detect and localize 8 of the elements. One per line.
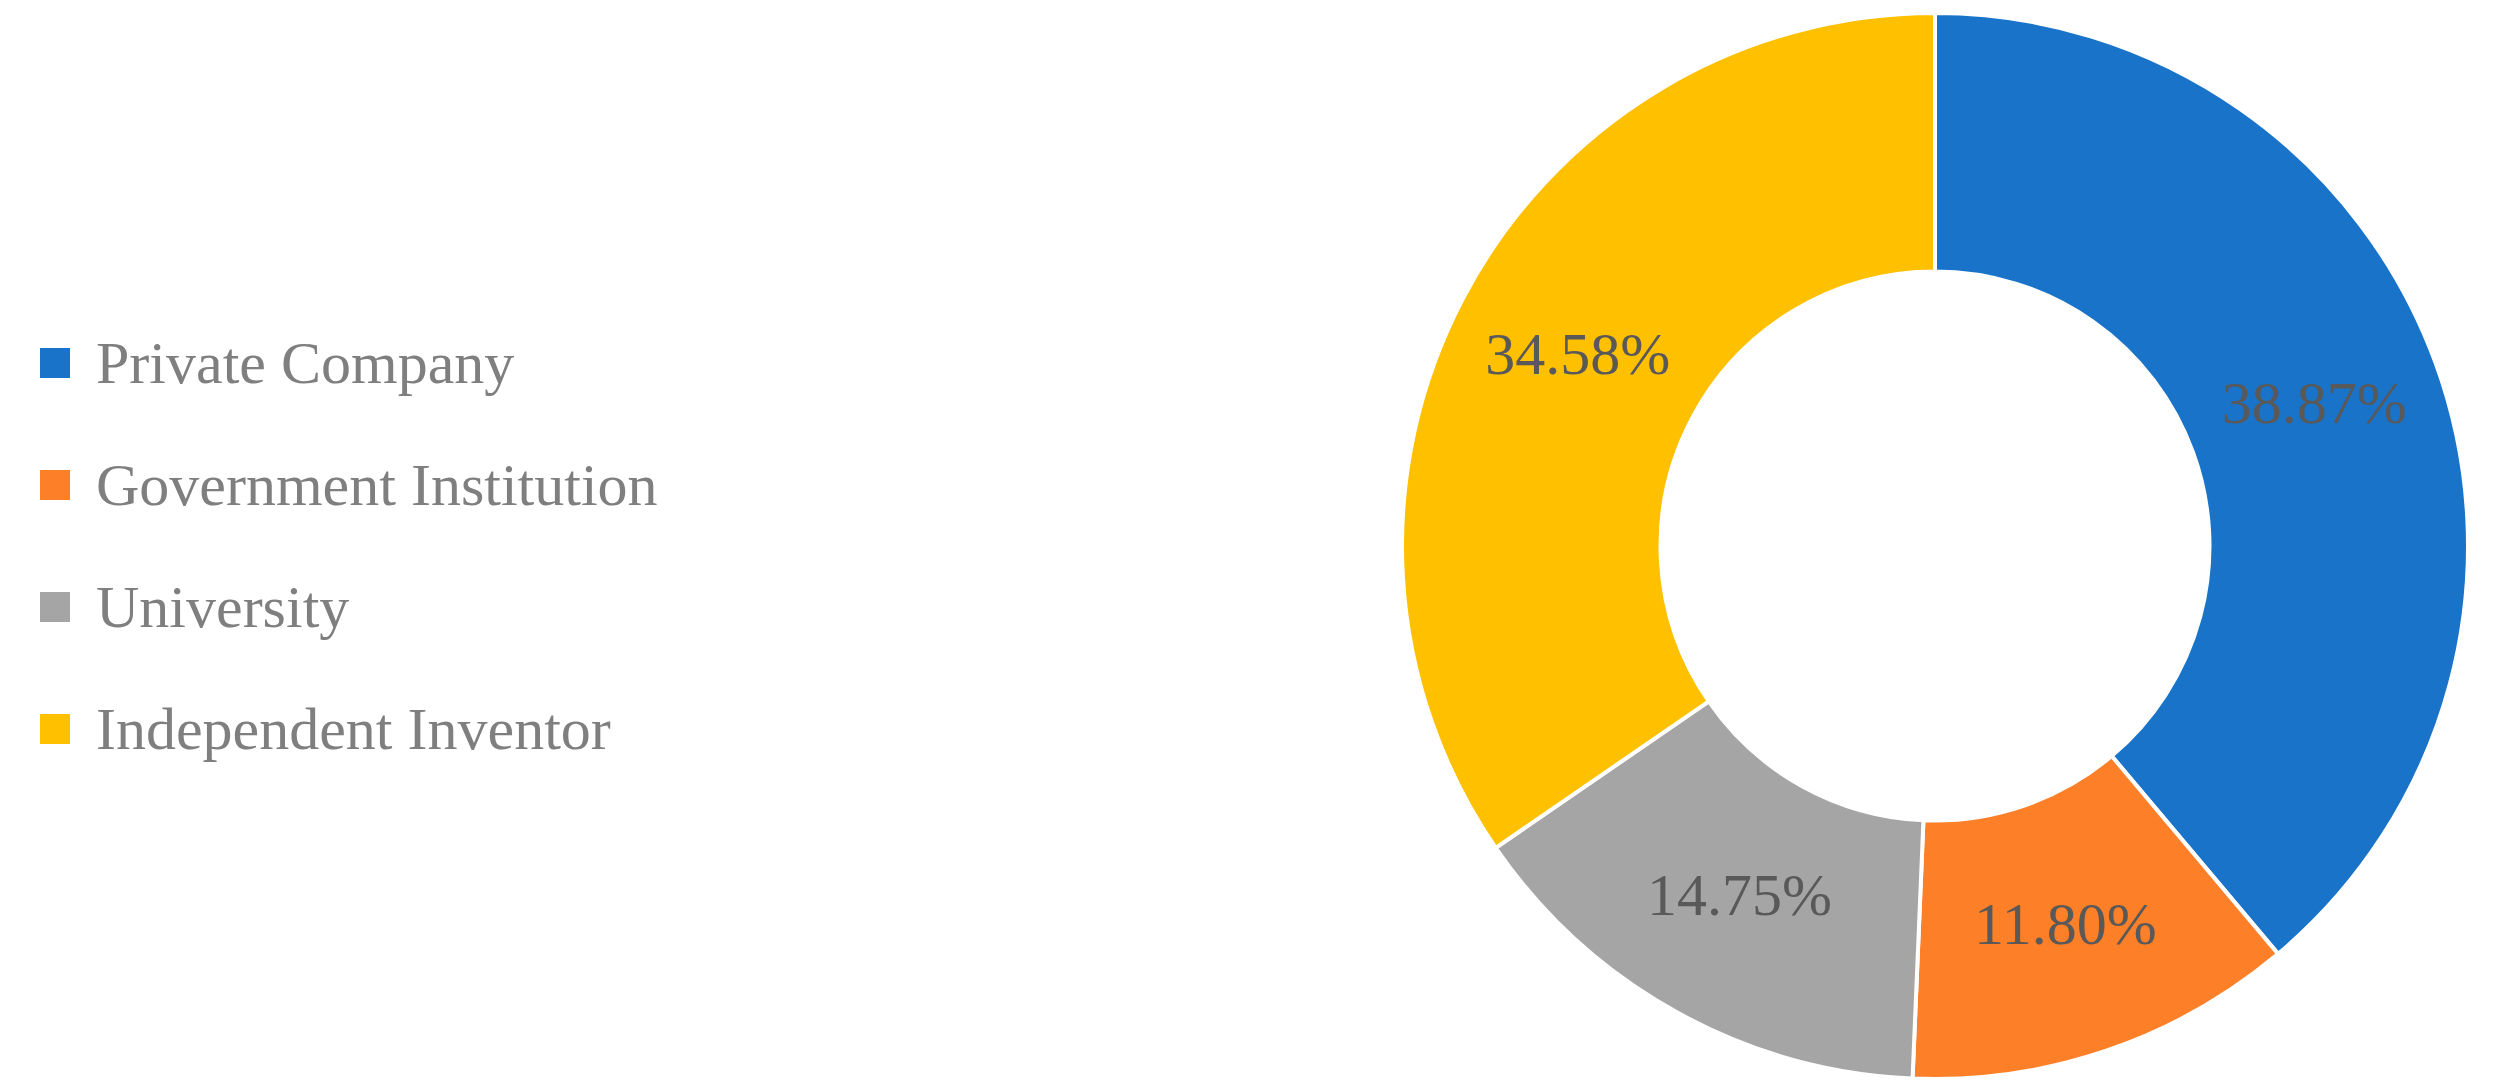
data-label: 11.80% xyxy=(1973,890,2157,957)
legend-label: Private Company xyxy=(96,330,515,396)
data-label: 34.58% xyxy=(1485,320,1671,387)
data-label: 38.87% xyxy=(2221,370,2407,437)
legend-label: Government Institution xyxy=(96,452,658,518)
legend-label: Independent Inventor xyxy=(96,696,611,762)
data-label: 14.75% xyxy=(1647,862,1832,929)
legend-label: University xyxy=(96,574,350,640)
